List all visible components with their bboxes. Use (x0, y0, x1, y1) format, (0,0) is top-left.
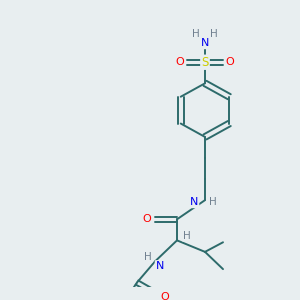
Text: H: H (210, 28, 218, 38)
Text: N: N (190, 197, 198, 207)
Text: O: O (226, 57, 234, 67)
Text: H: H (209, 197, 217, 207)
Text: H: H (192, 28, 200, 38)
Text: O: O (142, 214, 152, 224)
Text: H: H (144, 252, 152, 262)
Text: H: H (183, 231, 191, 241)
Text: S: S (201, 56, 209, 69)
Text: O: O (176, 57, 184, 67)
Text: N: N (156, 261, 164, 271)
Text: O: O (160, 292, 169, 300)
Text: N: N (201, 38, 209, 48)
